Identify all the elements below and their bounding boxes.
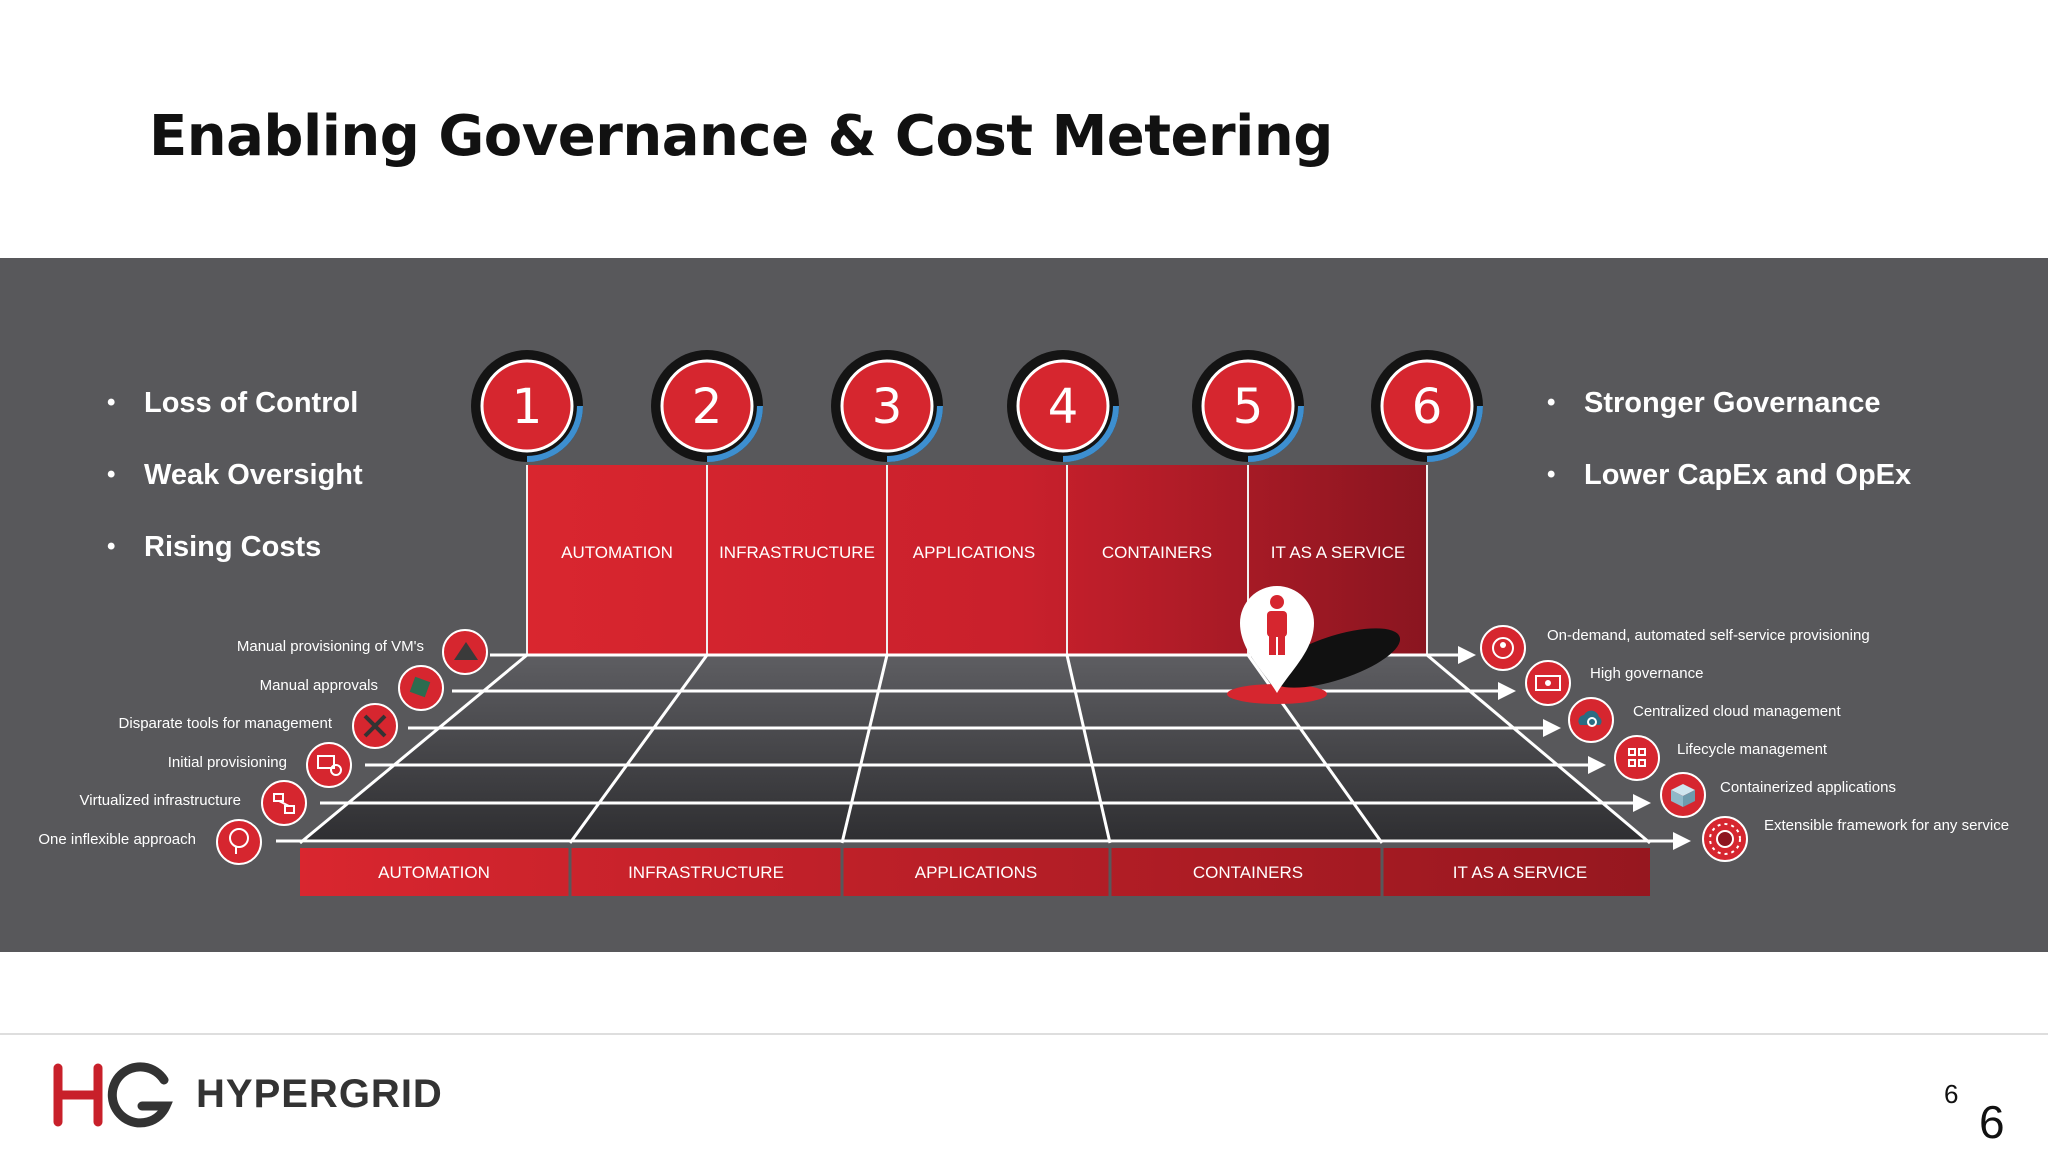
floor-label-applications: APPLICATIONS (915, 863, 1038, 882)
step-3-number: 3 (872, 379, 903, 435)
floor-strip (300, 848, 1650, 896)
lifecycle-icon (1614, 735, 1660, 781)
right-row-6-label: Extensible framework for any service (1764, 817, 2009, 834)
vm-box-icon (442, 629, 488, 675)
step-2: 2 (651, 350, 763, 462)
step-5-number: 5 (1233, 379, 1264, 435)
person-marker-icon (1227, 586, 1401, 704)
step-4-number: 4 (1048, 379, 1079, 435)
step-6: 6 (1371, 350, 1483, 462)
floor-label-automation: AUTOMATION (378, 863, 490, 882)
floor-label-it-as-a-service: IT AS A SERVICE (1453, 863, 1588, 882)
head-icon (216, 819, 262, 865)
bullet-weak-oversight: Weak Oversight (107, 455, 363, 527)
slide-title: Enabling Governance & Cost Metering (149, 104, 1333, 169)
right-row-5-label: Containerized applications (1720, 779, 1896, 796)
step-4: 4 (1007, 350, 1119, 462)
left-row-5-label: Virtualized infrastructure (80, 792, 241, 809)
step-5: 5 (1192, 350, 1304, 462)
wall-label-it-as-a-service: IT AS A SERVICE (1271, 543, 1406, 562)
wall-label-applications: APPLICATIONS (913, 543, 1036, 562)
footer-divider (0, 1033, 2048, 1035)
hg-logo-icon (53, 1062, 173, 1128)
right-row-2-label: High governance (1590, 665, 1703, 682)
container-box-icon (1660, 772, 1706, 818)
framework-icon (1702, 816, 1748, 862)
wall-label-automation: AUTOMATION (561, 543, 673, 562)
stamp-icon (398, 665, 444, 711)
cloud-gear-icon (1568, 697, 1614, 743)
left-row-4-label: Initial provisioning (168, 754, 287, 771)
right-row-1-label: On-demand, automated self-service provis… (1547, 627, 1870, 644)
self-service-icon (1480, 625, 1526, 671)
left-row-2-label: Manual approvals (260, 677, 378, 694)
right-row-4-label: Lifecycle management (1677, 741, 1828, 758)
page-number: 6 (1944, 1079, 1959, 1109)
transformation-diagram: 1 2 3 4 5 6 (0, 258, 2048, 952)
step-6-number: 6 (1412, 379, 1443, 435)
wall-label-containers: CONTAINERS (1102, 543, 1212, 562)
wall-label-infrastructure: INFRASTRUCTURE (719, 543, 875, 562)
bullet-rising-costs: Rising Costs (107, 527, 363, 599)
left-row-3-label: Disparate tools for management (119, 715, 333, 732)
step-1: 1 (471, 350, 583, 462)
page-number-large: 6 (1979, 1096, 2005, 1148)
left-row-1-label: Manual provisioning of VM's (237, 638, 424, 655)
floor-label-containers: CONTAINERS (1193, 863, 1303, 882)
floor (300, 655, 1650, 843)
bullet-loss-of-control: Loss of Control (107, 383, 363, 455)
step-3: 3 (831, 350, 943, 462)
bullet-stronger-governance: Stronger Governance (1547, 383, 1911, 455)
floor-label-infrastructure: INFRASTRUCTURE (628, 863, 784, 882)
governance-icon (1525, 660, 1571, 706)
challenges-list: Loss of Control Weak Oversight Rising Co… (107, 383, 363, 599)
bullet-lower-capex-opex: Lower CapEx and OpEx (1547, 455, 1911, 527)
provisioning-gear-icon (306, 742, 352, 788)
brand-name: HYPERGRID (196, 1072, 443, 1116)
diagram-canvas: 1 2 3 4 5 6 (38, 350, 2009, 896)
left-row-6-label: One inflexible approach (38, 831, 196, 848)
benefits-list: Stronger Governance Lower CapEx and OpEx (1547, 383, 1911, 527)
step-1-number: 1 (512, 379, 543, 435)
right-row-3-label: Centralized cloud management (1633, 703, 1841, 720)
network-icon (261, 780, 307, 826)
tools-icon (352, 703, 398, 749)
step-2-number: 2 (692, 379, 723, 435)
